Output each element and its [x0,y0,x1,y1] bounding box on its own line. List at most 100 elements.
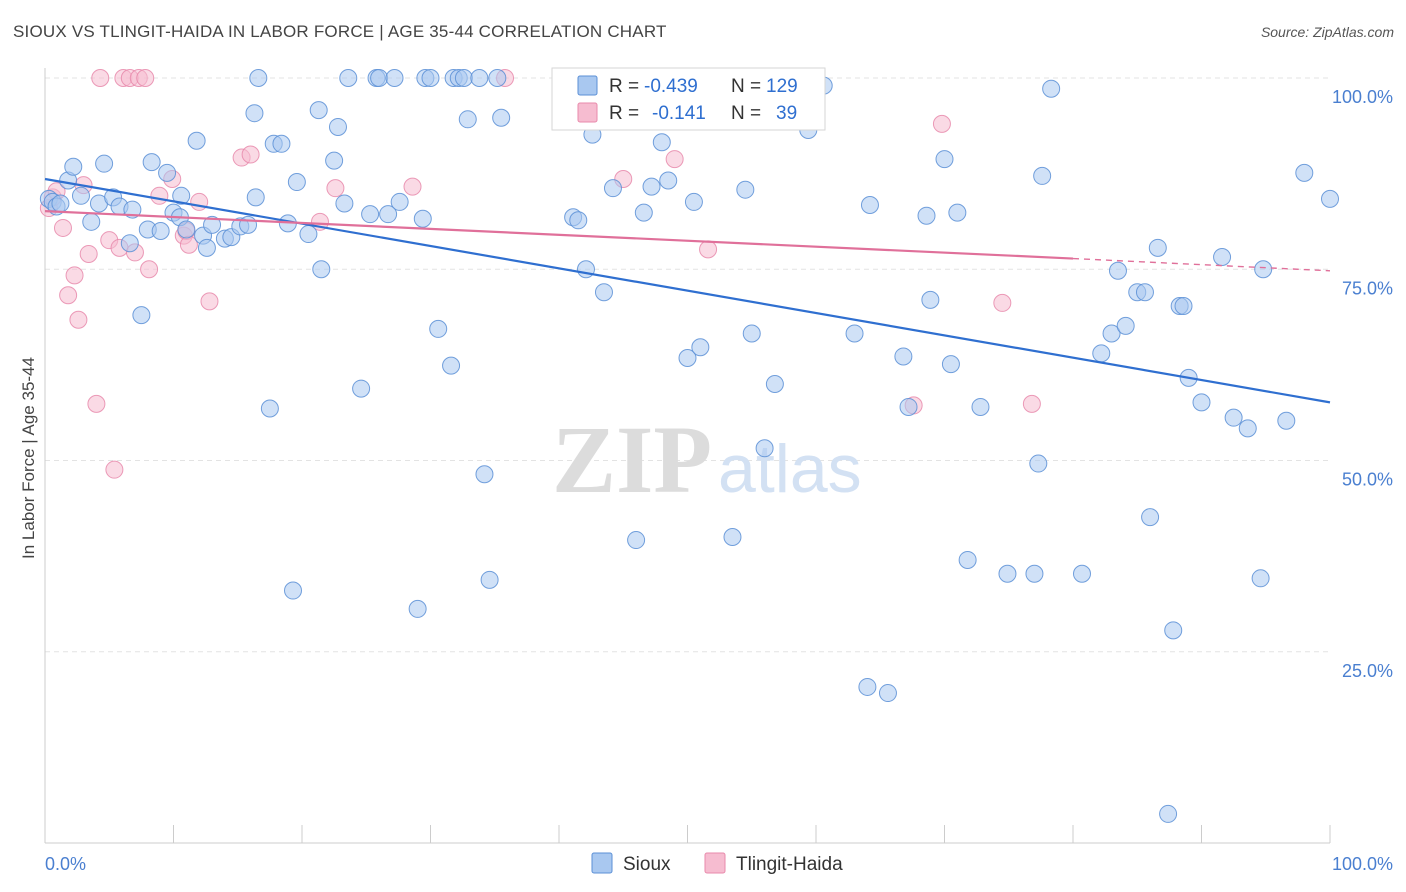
point-sioux [1033,166,1052,185]
point-sioux [1213,248,1232,267]
point-sioux [429,319,448,338]
x-tick-label: 0.0% [45,854,86,874]
y-axis-label: In Labor Force | Age 35-44 [19,357,38,559]
point-sioux [678,348,697,367]
point-sioux [894,347,913,366]
point-sioux [1042,79,1061,98]
point-sioux [723,528,742,546]
point-tlingit-haida [53,218,72,237]
point-tlingit-haida [87,394,106,413]
bottom-legend-label-sioux: Sioux [623,854,671,875]
point-sioux [328,117,347,136]
point-sioux [475,465,494,484]
trend-line-sioux [44,177,1331,404]
point-sioux [339,69,358,87]
legend-n-value-tlingit: 39 [776,103,797,124]
point-sioux [1072,564,1091,583]
point-sioux [765,375,784,393]
point-sioux [287,173,306,192]
point-sioux [1029,454,1048,473]
trend-line-tlingit-haida-extension [1072,257,1331,272]
point-sioux [442,356,461,375]
point-sioux [385,69,404,87]
point-tlingit-haida [665,150,684,169]
point-sioux [120,234,139,253]
point-sioux [1295,163,1314,182]
chart-title: SIOUX VS TLINGIT-HAIDA IN LABOR FORCE | … [13,22,667,41]
point-sioux [361,205,380,224]
point-sioux [1102,324,1121,343]
point-sioux [1224,408,1243,427]
point-sioux [899,397,918,416]
point-sioux [1254,260,1273,279]
point-sioux [309,101,328,120]
chart-source: Source: ZipAtlas.com [1260,24,1394,40]
point-sioux [335,194,354,213]
tick-labels: 25.0% 50.0% 75.0% 100.0% 0.0% 100.0% [45,87,1393,874]
point-tlingit-haida [200,292,219,311]
point-sioux [1192,393,1211,412]
point-sioux [1174,296,1193,315]
point-tlingit-haida [699,240,718,259]
point-tlingit-haida [326,179,345,198]
y-tick-label: 25.0% [1342,661,1393,681]
point-sioux [95,154,114,173]
x-tick-label: 100.0% [1332,854,1393,874]
point-sioux [246,188,265,207]
point-sioux [379,205,398,224]
point-sioux [470,69,489,87]
watermark-atlas: atlas [718,431,862,507]
point-sioux [492,108,511,127]
point-sioux [390,192,409,211]
point-tlingit-haida [403,177,422,196]
point-tlingit-haida [140,260,159,279]
point-tlingit-haida [105,460,124,479]
legend-n-label-tlingit: N = [731,103,761,124]
point-sioux [1159,804,1178,823]
point-sioux [627,531,646,550]
point-sioux [352,379,371,398]
point-sioux [421,69,440,87]
point-sioux [177,220,196,239]
point-sioux [569,211,588,230]
point-sioux [958,550,977,569]
point-sioux [203,215,222,234]
point-sioux [151,222,170,240]
point-sioux [172,186,191,205]
point-sioux [325,151,344,170]
point-sioux [408,599,427,618]
bottom-legend-label-tlingit: Tlingit-Haida [736,854,843,875]
point-sioux [132,306,151,325]
bottom-legend-swatch-tlingit [704,852,726,874]
point-tlingit-haida [69,310,88,329]
point-sioux [1025,564,1044,583]
point-sioux [158,163,177,182]
point-sioux [1164,621,1183,640]
point-sioux [413,209,432,228]
point-sioux [64,157,83,176]
point-tlingit-haida [65,266,84,285]
point-sioux [594,283,613,302]
point-tlingit-haida [993,293,1012,312]
legend-r-label-tlingit: R = [609,103,639,124]
point-sioux [652,133,671,152]
trend-line-tlingit-haida [44,210,1074,260]
y-tick-label: 50.0% [1342,470,1393,490]
point-tlingit-haida [79,244,98,263]
point-sioux [917,206,936,225]
point-sioux [284,581,303,600]
point-sioux [845,324,864,343]
legend-swatch-sioux [577,75,598,96]
point-sioux [123,200,142,219]
point-tlingit-haida [241,145,260,164]
point-sioux [935,150,954,169]
point-tlingit-haida [932,114,951,133]
point-sioux [634,203,653,222]
legend-n-label-sioux: N = [731,76,761,97]
point-sioux [691,338,710,357]
point-sioux [971,397,990,416]
point-sioux [249,69,268,87]
point-sioux [260,399,279,418]
point-sioux [370,69,389,87]
point-sioux [1251,569,1270,588]
